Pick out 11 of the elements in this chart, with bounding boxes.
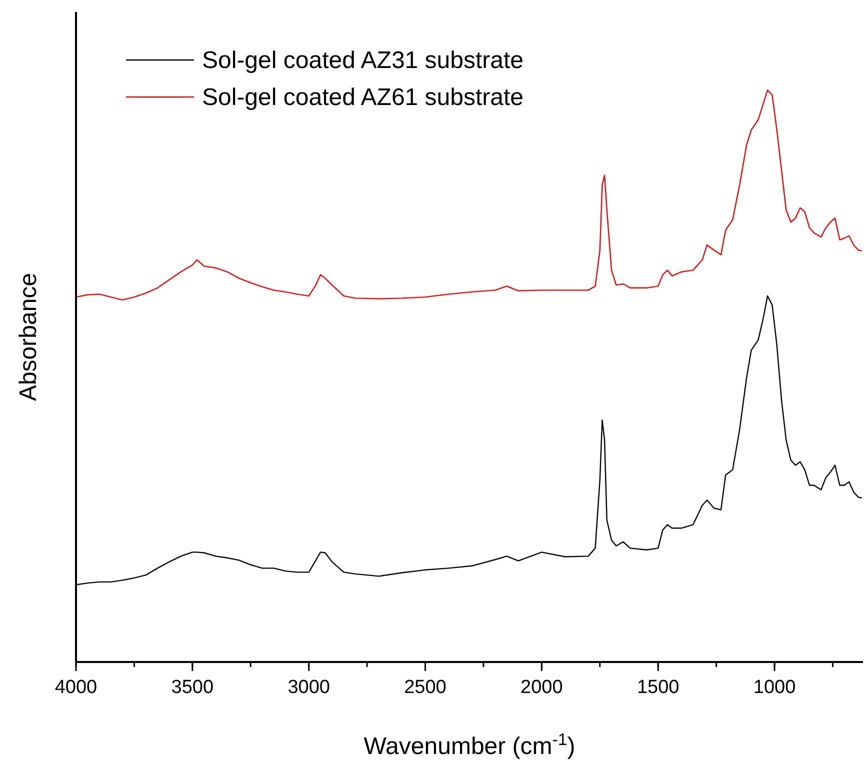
y-axis-title: Absorbance: [15, 272, 42, 402]
legend-label: Sol-gel coated AZ61 substrate: [202, 84, 524, 111]
x-tick-label: 2000: [520, 677, 563, 698]
x-tick-label: 4000: [54, 677, 98, 698]
x-tick-label: 3000: [288, 677, 330, 698]
x-tick-label: 2500: [404, 677, 446, 698]
x-axis-title: Wavenumber (cm$^{-1}$): [364, 730, 576, 760]
x-tick-label: 1500: [636, 677, 680, 698]
legend-label: Sol-gel coated AZ31 substrate: [202, 47, 524, 74]
x-tick-label: 1000: [753, 677, 796, 698]
x-tick-label: 3500: [171, 677, 214, 698]
